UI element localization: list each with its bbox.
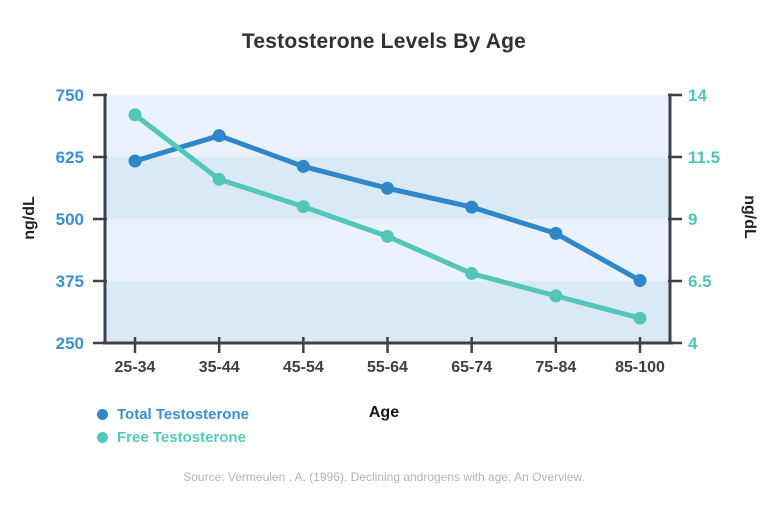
- x-tick-label: 65-74: [451, 359, 492, 376]
- data-point-free-testosterone-85-100: [633, 311, 647, 325]
- x-tick-label: 45-54: [283, 359, 324, 376]
- x-tick-label: 85-100: [615, 359, 665, 376]
- data-point-total-testosterone-45-54: [296, 159, 310, 173]
- left-tick-label: 500: [56, 210, 84, 229]
- x-tick-label: 25-34: [115, 359, 156, 376]
- data-point-total-testosterone-65-74: [465, 200, 479, 214]
- data-point-total-testosterone-35-44: [212, 129, 226, 143]
- legend-item-label: Free Testosterone: [117, 429, 246, 446]
- legend-item-total-testosterone: Total Testosterone: [97, 406, 249, 423]
- legend-item-free-testosterone: Free Testosterone: [97, 429, 249, 446]
- data-point-total-testosterone-75-84: [549, 226, 563, 240]
- x-tick-label: 75-84: [535, 359, 576, 376]
- data-point-total-testosterone-85-100: [633, 274, 647, 288]
- data-point-total-testosterone-55-64: [381, 181, 394, 195]
- right-tick-label: 6.5: [688, 272, 712, 291]
- left-tick-label: 250: [56, 334, 84, 353]
- right-tick-label: 4: [688, 334, 698, 353]
- plot-band: [105, 219, 670, 281]
- legend-marker-icon: [97, 409, 108, 420]
- right-tick-label: 9: [688, 210, 697, 229]
- chart-legend: Total Testosterone Free Testosterone: [97, 406, 249, 446]
- data-point-free-testosterone-55-64: [381, 229, 394, 243]
- plot-band: [105, 95, 670, 157]
- data-point-free-testosterone-75-84: [549, 289, 563, 303]
- x-tick-label: 55-64: [367, 359, 408, 376]
- right-tick-label: 11.5: [688, 148, 720, 167]
- x-tick-label: 35-44: [199, 359, 240, 376]
- legend-marker-icon: [97, 432, 108, 443]
- plot-band: [105, 281, 670, 343]
- left-tick-label: 750: [56, 86, 84, 105]
- source-citation: Source: Vermeulen , A. (1996). Declining…: [183, 470, 585, 484]
- data-point-free-testosterone-35-44: [212, 172, 226, 186]
- data-point-total-testosterone-25-34: [128, 154, 142, 168]
- right-tick-label: 14: [688, 86, 707, 105]
- left-tick-label: 375: [56, 272, 84, 291]
- legend-item-label: Total Testosterone: [117, 406, 249, 423]
- left-tick-label: 625: [56, 148, 84, 167]
- data-point-free-testosterone-65-74: [465, 267, 479, 281]
- chart-title: Testosterone Levels By Age: [241, 30, 527, 53]
- data-point-free-testosterone-45-54: [296, 200, 310, 214]
- data-point-free-testosterone-25-34: [128, 108, 142, 122]
